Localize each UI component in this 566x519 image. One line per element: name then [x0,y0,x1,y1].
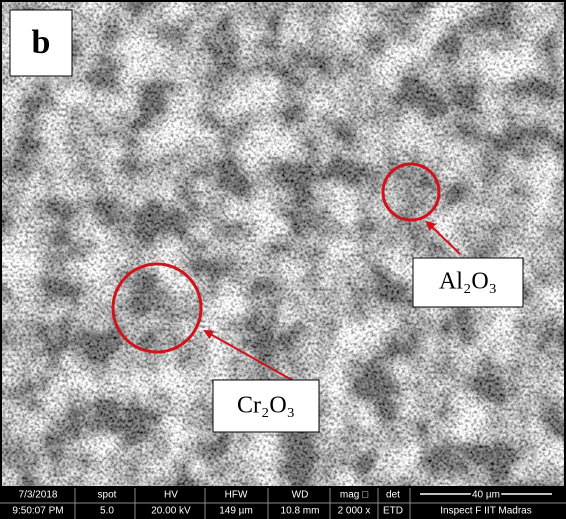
panel-label: b [32,24,51,61]
info-value: 5.0 [100,506,114,517]
info-header: HFW [225,490,248,501]
info-header: HV [164,490,178,501]
instrument: Inspect F IIT Madras [440,506,532,517]
info-header: 7/3/2018 [19,490,58,501]
info-header: mag □ [340,490,368,501]
info-value: 2 000 x [338,506,371,517]
info-value: 149 µm [219,506,253,517]
info-header: spot [98,490,117,501]
info-value: 20.00 kV [151,506,191,517]
info-value: 9:50:07 PM [12,506,63,517]
info-value: ETD [383,506,403,517]
scale-label: 40 µm [472,490,500,501]
sem-figure: b Al₂O₃ Cr₂O₃ 40 µm Inspect F IIT Madras… [0,0,566,519]
info-header: WD [292,490,309,501]
annotation-label: Al₂O₃ [439,269,497,295]
info-value: 10.8 mm [281,506,320,517]
info-header: det [386,490,400,501]
annotation-label: Cr₂O₃ [237,393,295,419]
